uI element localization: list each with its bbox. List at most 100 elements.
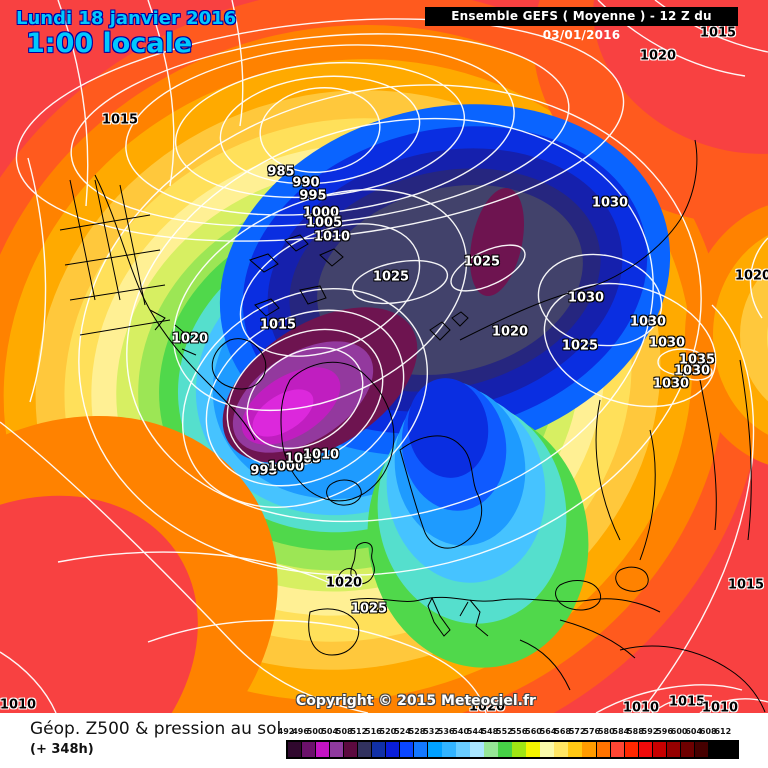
model-run-banner: Ensemble GEFS ( Moyenne ) - 12 Z du 03/0… (425, 7, 738, 42)
pressure-label: 1015 (259, 317, 297, 333)
pressure-label: 1015 (727, 577, 765, 593)
legend-color-swatch (666, 742, 681, 757)
legend-tick: 600 (670, 727, 688, 736)
legend-tick: 604 (685, 727, 703, 736)
legend-color-swatch (540, 742, 554, 757)
pressure-label: 985 (267, 164, 295, 180)
legend-tick: 576 (583, 727, 601, 736)
pressure-label: 1015 (101, 112, 139, 128)
legend-tick: 544 (466, 727, 484, 736)
pressure-label: 1020 (734, 268, 768, 284)
legend-color-swatch (708, 742, 723, 757)
pressure-label: 1005 (305, 215, 343, 231)
footer-bar: Géop. Z500 & pression au sol (+ 348h) 49… (0, 713, 768, 768)
pressure-label: 1025 (372, 269, 410, 285)
legend-tick: 584 (612, 727, 630, 736)
legend-color-swatch (301, 742, 316, 757)
pressure-label: 1030 (567, 290, 605, 306)
legend-tick: 564 (539, 727, 557, 736)
legend-tick: 508 (335, 727, 353, 736)
legend-color-swatch (680, 742, 695, 757)
pressure-label: 1030 (652, 376, 690, 392)
legend-color-swatch (442, 742, 456, 757)
legend-tick: 520 (379, 727, 397, 736)
legend-color-swatch (694, 742, 709, 757)
pressure-label: 1010 (701, 700, 739, 714)
pressure-label: 990 (292, 175, 320, 191)
legend-color-swatch (568, 742, 582, 757)
legend-color-swatch (399, 742, 414, 757)
map-parameter-title: Géop. Z500 & pression au sol (30, 719, 282, 739)
color-scale-legend: 492 496 500 504 508 512 516 520 524 528 532 536 540 5… (278, 727, 739, 759)
pressure-label: 1005 (284, 451, 322, 467)
forecast-hour-label: (+ 348h) (30, 742, 94, 757)
legend-color-swatch (371, 742, 386, 757)
legend-color-swatch (582, 742, 597, 757)
legend-tick: 512 (350, 727, 368, 736)
legend-tick: 612 (714, 727, 732, 736)
isobar-contours (0, 0, 768, 713)
pressure-label: 1025 (350, 601, 388, 617)
legend-tick: 552 (496, 727, 513, 736)
legend-color-swatch (624, 742, 639, 757)
pressure-label: 1000 (267, 459, 305, 475)
legend-tick: 524 (394, 727, 411, 736)
legend-tick: 588 (627, 727, 644, 736)
legend-color-swatch (554, 742, 568, 757)
pressure-label: 1035 (678, 352, 716, 368)
pressure-label: 1020 (468, 699, 506, 714)
pressure-label: 1030 (648, 335, 686, 351)
pressure-label: 995 (250, 463, 278, 479)
pressure-label: 1025 (463, 254, 501, 270)
pressure-label: 995 (299, 188, 327, 204)
local-time-label: 1:00 locale (26, 28, 193, 59)
pressure-label: 1030 (673, 363, 711, 379)
pressure-label: 1015 (699, 25, 737, 41)
legend-tick: 516 (365, 727, 382, 736)
legend-color-swatch (343, 742, 358, 757)
legend-tick: 580 (597, 727, 615, 736)
legend-color-swatch (652, 742, 667, 757)
legend-tick: 548 (481, 727, 499, 736)
legend-color-swatch (484, 742, 498, 757)
legend-color-swatch (329, 742, 344, 757)
legend-color-swatch (413, 742, 428, 757)
geopotential-bands (0, 0, 768, 713)
pressure-label: 1000 (302, 205, 340, 221)
legend-color-swatch (456, 742, 470, 757)
legend-tick: 500 (306, 727, 324, 736)
legend-tick: 568 (554, 727, 571, 736)
legend-color-swatch (357, 742, 372, 757)
legend-color-swatch (638, 742, 653, 757)
legend-tick: 536 (437, 727, 455, 736)
legend-color-swatch (498, 742, 512, 757)
legend-tick: 540 (452, 727, 470, 736)
coastlines (59, 139, 766, 713)
pressure-label: 1020 (325, 575, 363, 591)
pressure-label: 1020 (491, 324, 529, 340)
pressure-label: 1030 (629, 314, 667, 330)
legend-color-swatch (427, 742, 442, 757)
pressure-label: 1025 (561, 338, 599, 354)
pressure-label: 1010 (622, 700, 660, 714)
weather-map-graphic (0, 0, 768, 713)
legend-tick: 572 (568, 727, 586, 736)
legend-tick: 596 (656, 727, 673, 736)
legend-tick: 532 (423, 727, 440, 736)
legend-color-swatch (610, 742, 625, 757)
pressure-label: 1010 (302, 447, 340, 463)
legend-tick-values: 492 496 500 504 508 512 516 520 524 528 532 536 540 5… (278, 727, 738, 738)
legend-color-swatch (596, 742, 611, 757)
pressure-label: 1030 (591, 195, 629, 211)
legend-color-swatch (512, 742, 526, 757)
date-label: Lundi 18 janvier 2016 (16, 8, 237, 29)
legend-color-swatch (385, 742, 400, 757)
pressure-label: 1010 (313, 229, 351, 245)
legend-tick: 528 (408, 727, 426, 736)
pressure-label: 1020 (639, 48, 677, 64)
legend-tick: 608 (699, 727, 717, 736)
map-canvas: 1015 985 990 995 1000 1005 1010 1025 1015 1020 102… (0, 0, 768, 713)
legend-tick: 560 (525, 727, 542, 736)
legend-tick: 496 (292, 727, 309, 736)
legend-color-swatch (287, 742, 302, 757)
